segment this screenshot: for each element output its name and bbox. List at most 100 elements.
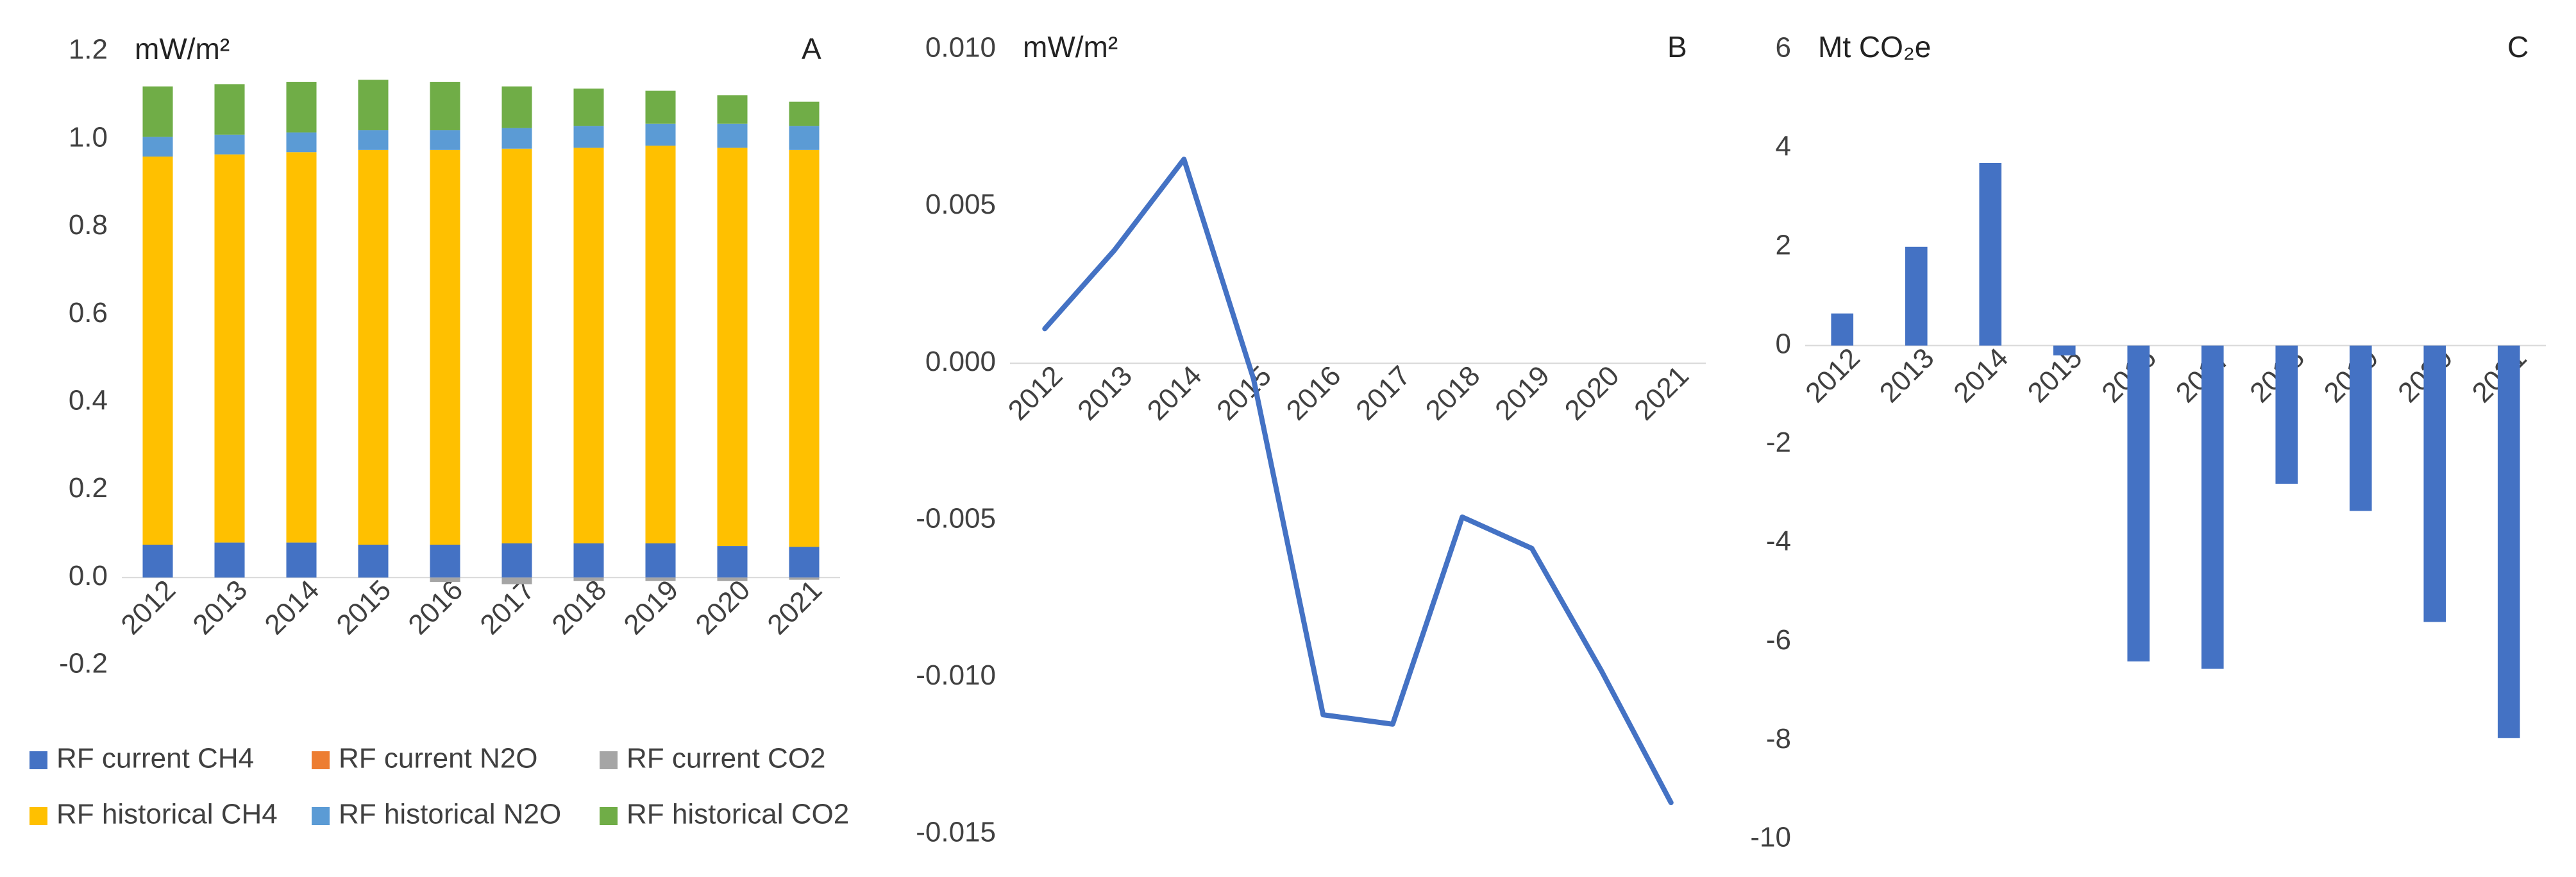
bar bbox=[214, 542, 245, 578]
bar bbox=[1905, 246, 1928, 346]
x-tick-label: 2019 bbox=[1489, 360, 1556, 427]
bar bbox=[430, 130, 460, 150]
bar bbox=[789, 547, 820, 578]
x-tick-label: 2016 bbox=[1281, 360, 1347, 427]
x-tick-label: 2015 bbox=[330, 574, 397, 641]
x-tick-label: 2012 bbox=[115, 574, 181, 641]
bar bbox=[573, 148, 604, 543]
y-tick-label: -10 bbox=[1750, 822, 1791, 853]
panel-label: A bbox=[802, 32, 821, 65]
x-tick-label: 2014 bbox=[1141, 360, 1208, 427]
y-unit-label: mW/m² bbox=[135, 32, 230, 65]
y-tick-label: 0.6 bbox=[69, 297, 108, 328]
y-tick-label: -2 bbox=[1766, 427, 1791, 458]
line bbox=[1042, 157, 1674, 806]
y-tick-label: 0.000 bbox=[925, 346, 996, 377]
bar bbox=[2053, 345, 2076, 356]
bar bbox=[717, 123, 748, 148]
legend-label: RF historical CH4 bbox=[56, 799, 278, 830]
bar bbox=[142, 137, 173, 157]
bar bbox=[2127, 345, 2150, 662]
legend-label: RF historical CO2 bbox=[627, 799, 849, 830]
x-tick-label: 2016 bbox=[402, 574, 469, 641]
y-tick-label: 0.010 bbox=[925, 32, 996, 64]
bar bbox=[358, 149, 389, 545]
y-tick-label: 0.2 bbox=[69, 472, 108, 504]
bar bbox=[645, 145, 676, 543]
bar bbox=[789, 101, 820, 126]
y-tick-label: 0 bbox=[1776, 328, 1791, 359]
legend-label: RF current CH4 bbox=[56, 743, 254, 774]
bar bbox=[717, 577, 748, 581]
bar bbox=[214, 84, 245, 135]
y-tick-label: 4 bbox=[1776, 131, 1791, 162]
bar bbox=[789, 149, 820, 547]
y-tick-label: 2 bbox=[1776, 229, 1791, 260]
bar bbox=[1979, 162, 2002, 346]
bar bbox=[573, 543, 604, 578]
bar bbox=[573, 126, 604, 148]
bar bbox=[717, 546, 748, 578]
bar bbox=[2201, 345, 2224, 669]
bar bbox=[573, 89, 604, 126]
y-tick-label: -0.2 bbox=[59, 648, 108, 679]
bar bbox=[286, 81, 317, 133]
bar bbox=[789, 577, 820, 580]
legend-swatch bbox=[29, 751, 47, 769]
y-tick-label: 1.0 bbox=[69, 121, 108, 153]
bar bbox=[501, 543, 532, 578]
bar bbox=[501, 128, 532, 149]
bar bbox=[501, 577, 532, 584]
y-tick-label: 0.4 bbox=[69, 384, 108, 416]
bar bbox=[2275, 345, 2298, 484]
bar bbox=[430, 81, 460, 131]
y-unit-label: Mt CO₂e bbox=[1818, 30, 1931, 64]
y-tick-label: 0.0 bbox=[69, 560, 108, 592]
x-tick-label: 2014 bbox=[1948, 342, 2014, 409]
x-tick-label: 2012 bbox=[1002, 360, 1069, 427]
legend-swatch bbox=[312, 807, 330, 825]
x-tick-label: 2018 bbox=[546, 574, 612, 641]
bar bbox=[142, 157, 173, 545]
x-tick-label: 2013 bbox=[1072, 360, 1138, 427]
bar bbox=[645, 543, 676, 578]
x-tick-label: 2021 bbox=[761, 574, 828, 641]
y-tick-label: -0.005 bbox=[916, 502, 996, 534]
legend-label: RF current N2O bbox=[339, 743, 538, 774]
bar bbox=[430, 577, 460, 583]
bar bbox=[717, 95, 748, 124]
x-tick-label: 2021 bbox=[1628, 360, 1695, 427]
bar bbox=[430, 149, 460, 545]
y-tick-label: 1.2 bbox=[69, 34, 108, 65]
bar bbox=[573, 577, 604, 581]
legend-swatch bbox=[29, 807, 47, 825]
legend-label: RF historical N2O bbox=[339, 799, 561, 830]
bar bbox=[358, 130, 389, 150]
bar bbox=[1831, 313, 1854, 346]
bar bbox=[286, 152, 317, 543]
x-tick-label: 2013 bbox=[187, 574, 253, 641]
bar bbox=[645, 123, 676, 146]
x-tick-label: 2019 bbox=[618, 574, 684, 641]
bar bbox=[2423, 345, 2446, 622]
y-tick-label: -6 bbox=[1766, 624, 1791, 656]
legend-swatch bbox=[600, 807, 618, 825]
x-tick-label: 2012 bbox=[1799, 342, 1866, 409]
y-tick-label: -0.015 bbox=[916, 817, 996, 848]
bar bbox=[645, 577, 676, 581]
bar bbox=[717, 148, 748, 547]
bar bbox=[358, 80, 389, 131]
x-tick-label: 2018 bbox=[1420, 360, 1486, 427]
bar bbox=[142, 545, 173, 578]
panel-label: B bbox=[1667, 30, 1687, 64]
bar bbox=[358, 545, 389, 578]
legend-label: RF current CO2 bbox=[627, 743, 826, 774]
x-tick-label: 2020 bbox=[1559, 360, 1626, 427]
bar bbox=[501, 148, 532, 543]
bar bbox=[501, 86, 532, 128]
y-tick-label: 0.8 bbox=[69, 209, 108, 241]
bar bbox=[286, 542, 317, 578]
bar bbox=[142, 86, 173, 137]
legend-swatch bbox=[312, 751, 330, 769]
